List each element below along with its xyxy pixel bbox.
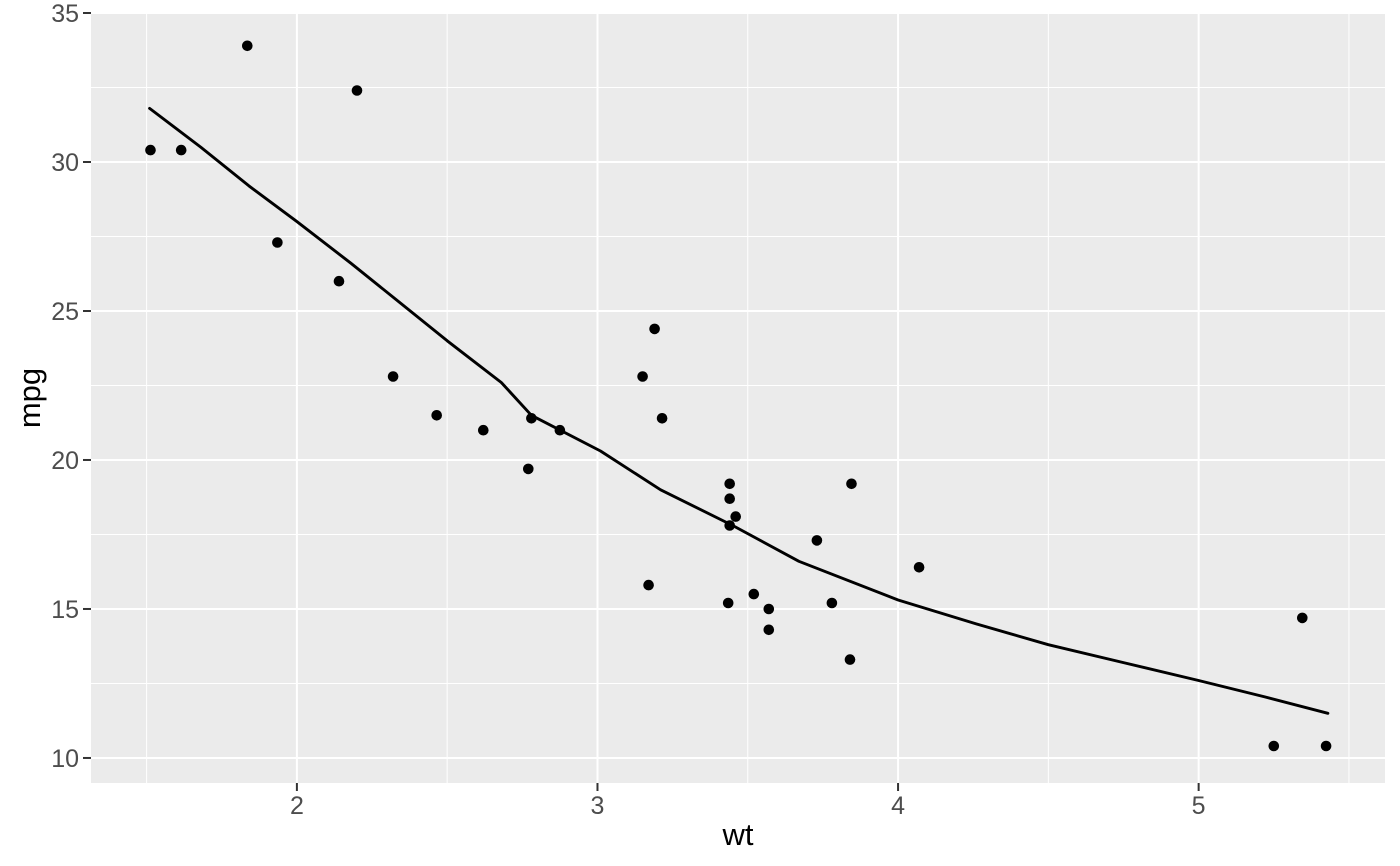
data-point bbox=[643, 579, 654, 591]
data-point bbox=[763, 603, 775, 615]
x-axis-title: wt bbox=[722, 817, 754, 852]
data-point bbox=[175, 144, 187, 156]
data-point bbox=[242, 40, 253, 52]
data-point bbox=[145, 144, 156, 156]
data-point bbox=[1297, 612, 1308, 624]
data-point bbox=[656, 413, 668, 424]
data-point bbox=[763, 624, 775, 636]
data-point bbox=[722, 597, 734, 609]
y-tick-label: 15 bbox=[51, 596, 79, 624]
smooth-line bbox=[148, 106, 1330, 715]
data-point bbox=[724, 478, 735, 490]
data-point bbox=[724, 493, 735, 505]
data-point bbox=[272, 237, 283, 248]
data-point bbox=[387, 371, 399, 382]
x-tick-label: 5 bbox=[1192, 792, 1206, 820]
data-point bbox=[649, 323, 660, 335]
data-point bbox=[1268, 740, 1280, 752]
y-tick-label: 30 bbox=[51, 149, 79, 177]
data-point bbox=[913, 562, 925, 573]
plot-panel bbox=[91, 13, 1385, 783]
x-tick-label: 4 bbox=[891, 792, 905, 820]
data-point bbox=[748, 588, 760, 600]
x-tick-label: 2 bbox=[290, 792, 304, 820]
y-tick-label: 35 bbox=[51, 0, 79, 28]
data-point bbox=[523, 463, 534, 475]
y-tick-label: 25 bbox=[51, 298, 79, 326]
data-point bbox=[637, 371, 648, 382]
data-point bbox=[811, 535, 823, 546]
data-point bbox=[1320, 740, 1332, 752]
data-point bbox=[333, 275, 345, 287]
data-point bbox=[846, 478, 857, 490]
x-tick-label: 3 bbox=[591, 792, 605, 820]
data-point bbox=[351, 85, 363, 96]
y-tick-label: 20 bbox=[51, 447, 79, 475]
y-tick-label: 10 bbox=[51, 745, 79, 773]
data-point bbox=[844, 654, 856, 665]
data-point bbox=[826, 597, 838, 609]
y-axis-title: mpg bbox=[12, 368, 47, 428]
data-point bbox=[730, 511, 741, 522]
data-point bbox=[478, 424, 489, 436]
data-point bbox=[431, 410, 443, 421]
